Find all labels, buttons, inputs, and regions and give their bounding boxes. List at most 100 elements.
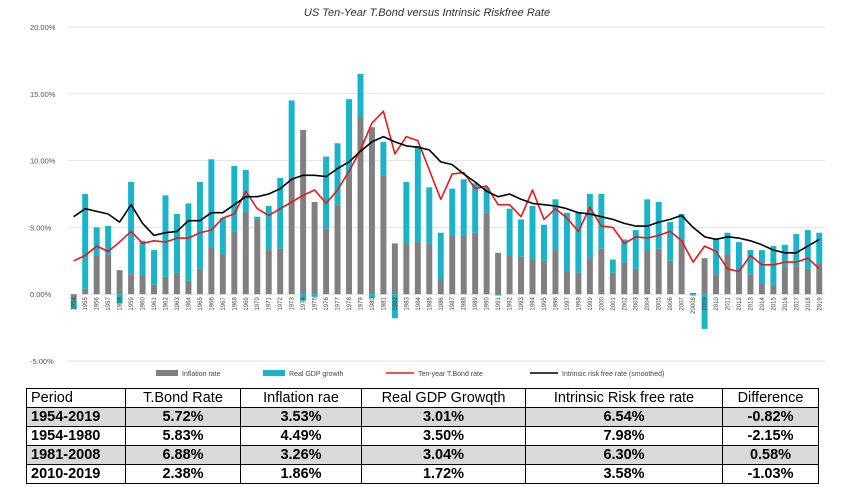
gdp-bar bbox=[575, 212, 582, 273]
header-intrinsic-rate: Intrinsic Risk free rate bbox=[525, 388, 723, 408]
x-tick-label: 1984 bbox=[416, 297, 422, 311]
y-tick-label: 0.00% bbox=[30, 290, 52, 299]
gdp-bar bbox=[173, 214, 180, 273]
x-tick-label: 1981 bbox=[381, 297, 387, 311]
gdp-bar bbox=[300, 294, 307, 301]
gdp-bar bbox=[70, 300, 77, 309]
x-tick-label: 1962 bbox=[163, 297, 169, 311]
gdp-bar bbox=[311, 294, 318, 297]
inflation-bar bbox=[816, 263, 823, 295]
gdp-bar bbox=[781, 244, 788, 267]
gdp-bar bbox=[506, 208, 513, 256]
x-tick-label: 1978 bbox=[347, 297, 353, 311]
x-tick-label: 2017 bbox=[794, 297, 800, 311]
x-tick-label: 1970 bbox=[255, 297, 261, 311]
y-tick-label: 10.00% bbox=[30, 157, 56, 166]
x-tick-label: 1960 bbox=[141, 297, 147, 311]
x-tick-label: 1975 bbox=[313, 297, 319, 311]
inflation-bar bbox=[219, 254, 226, 295]
table-cell: 3.58% bbox=[525, 464, 723, 484]
inflation-bar bbox=[598, 248, 605, 295]
table-cell: 3.01% bbox=[361, 407, 526, 427]
gdp-bar bbox=[609, 259, 616, 273]
inflation-bar bbox=[82, 288, 89, 295]
inflation-bar bbox=[483, 212, 490, 295]
inflation-bar bbox=[678, 239, 685, 295]
inflation-bar bbox=[472, 232, 479, 295]
gdp-bar bbox=[724, 232, 731, 255]
gdp-bar bbox=[804, 230, 811, 269]
gdp-bar bbox=[449, 188, 456, 236]
gdp-bar bbox=[139, 240, 146, 276]
bar-series bbox=[70, 73, 823, 329]
inflation-bar bbox=[586, 258, 593, 295]
x-tick-label: 2002 bbox=[622, 297, 628, 311]
table-cell: 1954-2019 bbox=[26, 407, 126, 427]
x-axis-ticks: 1954 1955 1956 1957 1958 1959 1960 1961 1962 1963… bbox=[72, 297, 824, 314]
inflation-bar bbox=[690, 292, 697, 295]
x-tick-label: 1997 bbox=[565, 297, 571, 311]
gdp-bar bbox=[128, 181, 135, 275]
x-tick-label: 1993 bbox=[519, 297, 525, 311]
table-row: 2010-2019 2.38% 1.86% 1.72% 3.58% -1.03% bbox=[26, 464, 819, 484]
gdp-bar bbox=[472, 183, 479, 233]
inflation-bar bbox=[449, 235, 456, 295]
x-tick-label: 1956 bbox=[95, 297, 101, 311]
inflation-bar bbox=[254, 219, 261, 295]
x-tick-label: 2013 bbox=[748, 297, 754, 311]
gdp-bar bbox=[598, 194, 605, 249]
inflation-bar bbox=[380, 175, 387, 295]
inflation-bar bbox=[231, 231, 238, 295]
gdp-bar bbox=[644, 199, 651, 251]
table-header-row: Period T.Bond Rate Inflation rae Real GD… bbox=[26, 388, 819, 408]
x-tick-label: 1971 bbox=[267, 297, 273, 311]
table-cell: 3.53% bbox=[240, 407, 362, 427]
inflation-bar bbox=[655, 248, 662, 295]
table-cell: 2.38% bbox=[125, 464, 241, 484]
gdp-bar bbox=[403, 181, 410, 244]
x-tick-label: 1958 bbox=[118, 297, 124, 311]
inflation-bar bbox=[185, 280, 192, 295]
inflation-bar bbox=[300, 129, 307, 295]
gdp-bar bbox=[816, 232, 823, 264]
x-tick-label: 1972 bbox=[278, 297, 284, 311]
gdp-bar bbox=[414, 145, 421, 243]
gdp-bar bbox=[105, 226, 112, 255]
inflation-bar bbox=[781, 266, 788, 295]
inflation-bar bbox=[346, 173, 352, 295]
x-tick-label: 1955 bbox=[83, 297, 89, 311]
inflation-bar bbox=[575, 272, 582, 295]
inflation-bar bbox=[541, 260, 547, 295]
gdp-bar bbox=[265, 206, 272, 251]
inflation-bar bbox=[621, 262, 628, 295]
x-tick-label: 1968 bbox=[232, 297, 238, 311]
inflation-bar bbox=[128, 274, 135, 295]
x-tick-label: 1979 bbox=[358, 297, 364, 311]
gdp-bar bbox=[758, 250, 765, 284]
x-tick-label: 2016 bbox=[783, 297, 789, 311]
y-tick-label: -5.00% bbox=[30, 357, 54, 366]
x-tick-label: 1990 bbox=[485, 297, 491, 311]
x-tick-label: 1957 bbox=[106, 297, 112, 311]
gdp-bar bbox=[185, 203, 192, 281]
gdp-bar bbox=[288, 100, 295, 178]
table-cell: 3.04% bbox=[361, 445, 526, 465]
inflation-bar bbox=[368, 127, 375, 295]
gdp-bar bbox=[460, 179, 467, 236]
inflation-bar bbox=[552, 250, 559, 295]
gdp-bar bbox=[151, 250, 158, 285]
gdp-bar bbox=[747, 250, 754, 275]
x-tick-label: 2006 bbox=[668, 297, 674, 311]
gdp-bar bbox=[162, 195, 169, 277]
table-row: 1981-2008 6.88% 3.26% 3.04% 6.30% 0.58% bbox=[26, 445, 819, 465]
inflation-bar bbox=[667, 260, 674, 295]
x-tick-label: 2001 bbox=[611, 297, 617, 311]
x-tick-label: 1966 bbox=[209, 297, 215, 311]
gdp-bar bbox=[391, 294, 398, 319]
table-cell: 6.54% bbox=[525, 407, 723, 427]
inflation-bar bbox=[804, 268, 811, 295]
legend-label: Intrinsic risk free rate (smoothed) bbox=[562, 371, 664, 378]
table-cell: 4.49% bbox=[240, 426, 362, 446]
inflation-bar bbox=[277, 248, 284, 295]
x-tick-label: 1954 bbox=[72, 297, 78, 311]
